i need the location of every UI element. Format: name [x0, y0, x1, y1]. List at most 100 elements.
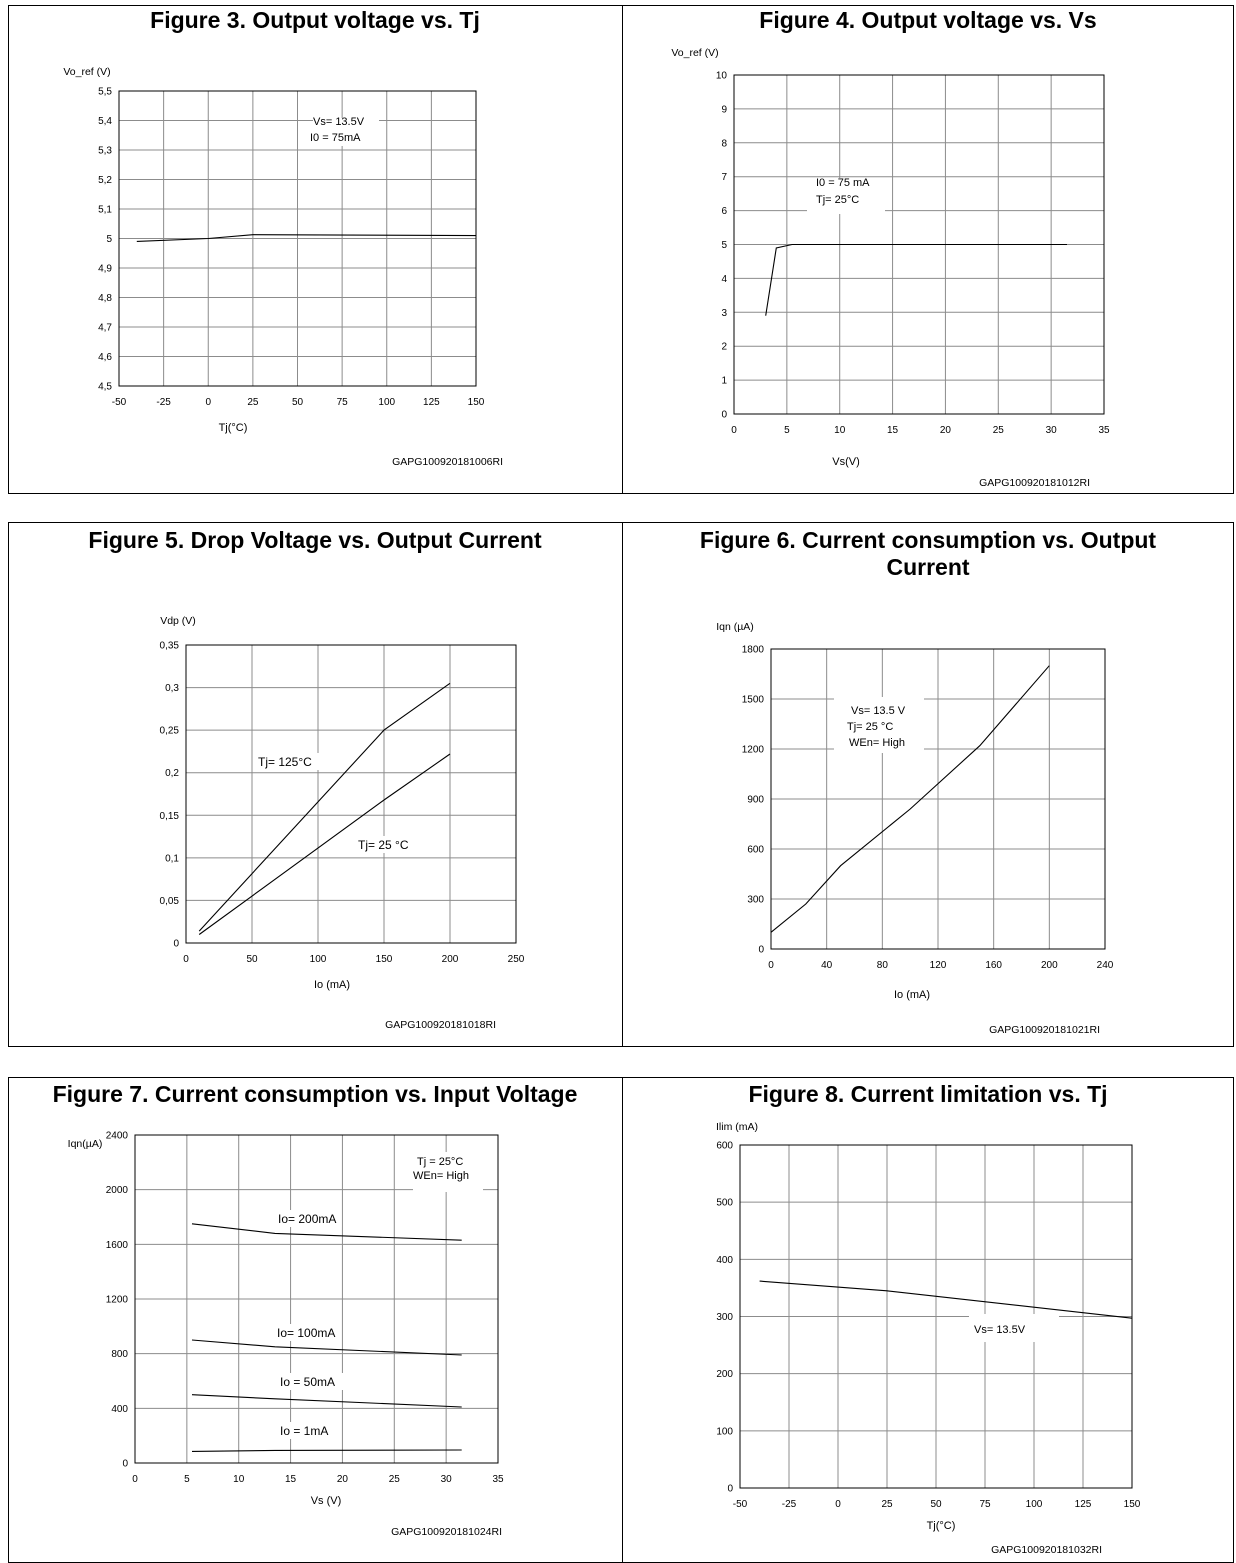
x-tick-label: 0 [835, 1499, 841, 1510]
series-line [198, 682, 451, 932]
series-line [765, 243, 1067, 316]
y-tick-label: 5,1 [98, 205, 112, 216]
x-axis-label: Tj(°C) [927, 1520, 956, 1532]
y-tick-label: 3 [721, 308, 727, 319]
y-tick-label: 600 [747, 845, 764, 856]
series-line [198, 753, 451, 935]
figure-row-2 [8, 522, 1234, 1047]
y-axis-label: Ilim (mA) [716, 1121, 758, 1133]
series-label: Io = 1mA [280, 1424, 328, 1438]
annotation-text: Vs= 13.5 V [851, 705, 906, 717]
plot-frame [733, 74, 1105, 415]
x-tick-label: 25 [881, 1499, 893, 1510]
figure-5-chart: 0 50 100 150 200 250 0 0,05 0,1 0,15 0,2 0,25 0,3 0,3… [160, 615, 525, 1031]
y-tick-label: 400 [111, 1404, 128, 1415]
x-tick-label: 150 [1124, 1499, 1141, 1510]
y-tick-label: 4,5 [98, 382, 112, 393]
y-tick-label: 800 [111, 1349, 128, 1360]
y-tick-label: 1 [721, 376, 727, 387]
y-tick-label: 600 [716, 1141, 733, 1152]
x-tick-label: 200 [1041, 960, 1058, 971]
x-tick-label: 160 [985, 960, 1002, 971]
figure-4-title: Figure 4. Output voltage vs. Vs [759, 7, 1097, 33]
plot-frame [185, 644, 517, 944]
figure-5-title: Figure 5. Drop Voltage vs. Output Curren… [88, 527, 542, 553]
figure-7-chart: 0 5 10 15 20 25 30 35 0 400 800 1200 1600 2000 2400Iqn… [68, 1131, 504, 1539]
figure-code: GAPG100920181032RI [991, 1544, 1102, 1556]
y-tick-label: 1800 [742, 645, 765, 656]
x-tick-label: 25 [247, 397, 259, 408]
y-tick-label: 5,2 [98, 175, 112, 186]
figure-6-chart: 0 40 80 120 160 200 240 0 300 600 900 1200 1500 1800 I… [716, 621, 1114, 1036]
figure-7-title: Figure 7. Current consumption vs. Input … [52, 1081, 578, 1107]
y-tick-label: 0,05 [160, 896, 180, 907]
x-tick-label: -50 [733, 1499, 748, 1510]
y-tick-label: 1500 [742, 695, 765, 706]
figure-code: GAPG100920181006RI [392, 456, 503, 468]
y-tick-label: 4,8 [98, 293, 112, 304]
series-line [759, 1280, 1133, 1319]
series-line [136, 234, 477, 242]
plot-frame [118, 90, 477, 387]
figure-3-title: Figure 3. Output voltage vs. Tj [150, 7, 480, 33]
y-tick-label: 4 [721, 274, 727, 285]
series-line [191, 1339, 462, 1356]
y-axis-label: Vo_ref (V) [63, 66, 110, 78]
y-tick-label: 8 [721, 138, 727, 149]
annotation-text: Tj = 25°C [417, 1156, 463, 1168]
x-tick-label: 100 [378, 397, 395, 408]
series-label: Io= 100mA [277, 1326, 335, 1340]
x-tick-label: 20 [940, 425, 952, 436]
y-tick-label: 100 [716, 1426, 733, 1437]
y-tick-label: 4,9 [98, 264, 112, 275]
series-label-bg [273, 1324, 341, 1341]
figure-4-chart: 0 5 10 15 20 25 30 35 0 1 2 3 4 5 6 7 8 9 10 Vo_ref (V) Vs(V… [671, 47, 1110, 489]
annotation-box [834, 697, 924, 753]
y-axis-label: Iqn (µA) [716, 621, 754, 633]
y-tick-label: 0,35 [160, 641, 180, 652]
x-tick-label: 0 [132, 1474, 138, 1485]
plot-frame [770, 648, 1106, 950]
y-tick-label: 5,5 [98, 87, 112, 98]
x-tick-label: 75 [979, 1499, 991, 1510]
y-tick-label: 6 [721, 206, 727, 217]
y-axis-label: Vo_ref (V) [671, 47, 718, 59]
y-tick-label: 400 [716, 1255, 733, 1266]
series-label: Io= 200mA [278, 1212, 336, 1226]
annotation-box [313, 118, 379, 146]
x-tick-label: 100 [1026, 1499, 1043, 1510]
figure-7-panel: Figure 7. Current consumption vs. Input … [8, 1077, 622, 1563]
x-tick-label: 10 [834, 425, 846, 436]
y-tick-label: 0 [727, 1484, 733, 1495]
x-tick-label: 240 [1097, 960, 1114, 971]
x-tick-label: 0 [731, 425, 737, 436]
figure-3-chart: -50 -25 0 25 50 75 100 125 150 4,5 4,6 4,7 4,8 4,9 5 5,… [63, 66, 503, 468]
x-tick-label: 50 [246, 954, 258, 965]
x-tick-label: 0 [205, 397, 211, 408]
x-tick-label: 80 [877, 960, 889, 971]
y-tick-label: 300 [747, 895, 764, 906]
figure-8-title: Figure 8. Current limitation vs. Tj [748, 1081, 1108, 1107]
y-tick-label: 4,6 [98, 352, 112, 363]
x-tick-label: 10 [233, 1474, 245, 1485]
figure-code: GAPG100920181021RI [989, 1024, 1100, 1036]
figure-code: GAPG100920181018RI [385, 1019, 496, 1031]
y-tick-label: 0,3 [165, 683, 179, 694]
figure-code: GAPG100920181012RI [979, 477, 1090, 489]
y-tick-label: 0,2 [165, 768, 179, 779]
annotation-box [413, 1152, 483, 1192]
y-tick-label: 1200 [742, 745, 765, 756]
x-tick-label: 200 [442, 954, 459, 965]
annotation-box [807, 178, 885, 214]
x-tick-label: 25 [993, 425, 1005, 436]
series-label-bg [274, 1210, 342, 1227]
y-tick-label: 4,7 [98, 323, 112, 334]
x-tick-label: 250 [508, 954, 525, 965]
y-tick-label: 900 [747, 795, 764, 806]
x-tick-label: 35 [492, 1474, 504, 1485]
x-tick-label: 20 [337, 1474, 349, 1485]
y-tick-label: 0 [122, 1459, 128, 1470]
series-line [191, 1394, 462, 1408]
figure-4-panel: Figure 4. Output voltage vs. Vs 0 5 10 15 20… [622, 5, 1234, 494]
y-axis-label: Iqn(µA) [68, 1138, 103, 1150]
